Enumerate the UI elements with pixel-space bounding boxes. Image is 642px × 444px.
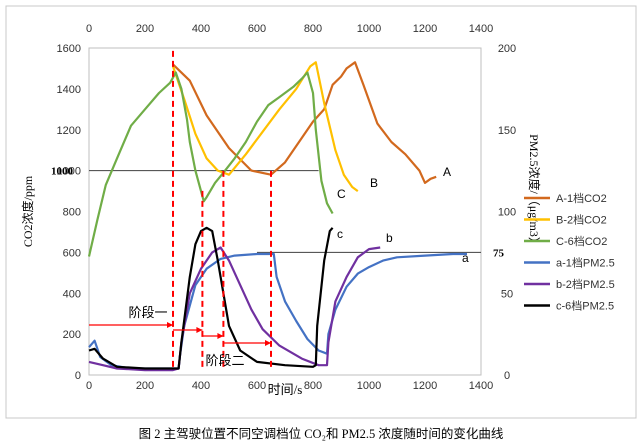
legend-label: B-2档CO2 [556, 213, 607, 227]
x-tick-label: 600 [248, 380, 266, 392]
phase-label-stage1: 阶段一 [128, 305, 167, 320]
y-right-tick-label: 200 [498, 43, 516, 55]
plot-area-border [88, 47, 482, 376]
series-line [88, 246, 381, 372]
x-tick-label: 1000 [357, 380, 381, 392]
series-line [172, 61, 437, 184]
figure-caption: 图 2 主驾驶位置不同空调档位 CO₂和 PM2.5 浓度随时间的变化曲线 [139, 426, 504, 441]
series-end-label: a [462, 251, 469, 265]
reference-lines-layer: 1000 75 [51, 166, 505, 260]
y-left-tick-label: 1600 [57, 43, 81, 55]
x-tick-label: 400 [192, 380, 210, 392]
x-top-tick-label: 600 [248, 23, 266, 35]
x-tick-label: 1400 [469, 380, 493, 392]
reference-label-co2: 1000 [51, 166, 74, 178]
x-tick-label: 800 [304, 380, 322, 392]
x-tick-label: 200 [136, 380, 154, 392]
reference-label-pm25: 75 [493, 247, 505, 259]
phase-arrowhead [167, 322, 173, 328]
y-right-tick-label: 0 [504, 370, 510, 382]
legend: A-1档CO2 B-2档CO2 C-6档CO2 a-1档PM2.5 b-2档PM2.5 c… [524, 191, 615, 313]
y-left-tick-label: 600 [63, 247, 81, 259]
y-left-tick-label: 800 [63, 207, 81, 219]
legend-label: A-1档CO2 [556, 191, 607, 205]
series-end-label: A [443, 165, 451, 179]
x-top-tick-label: 400 [192, 23, 210, 35]
y-right-tick-label: 100 [498, 207, 516, 219]
y-left-axis-title: CO2浓度/ppm [20, 175, 35, 247]
x-tick-label: 0 [86, 380, 92, 392]
phase-arrowhead [265, 340, 271, 346]
x-top-tick-label: 800 [304, 23, 322, 35]
x-top-tick-label: 1200 [413, 23, 437, 35]
series-end-label: b [386, 231, 393, 245]
phase-arrowhead [196, 327, 203, 333]
legend-label: b-2档PM2.5 [556, 277, 615, 291]
y-left-tick-label: 400 [63, 288, 81, 300]
plot-frame [5, 5, 637, 419]
y-right-tick-label: 150 [498, 125, 516, 137]
x-top-tick-label: 1000 [357, 23, 381, 35]
y-right-axis-title: PM2.5浓度/（μg/m3） [527, 134, 542, 249]
series-end-label: C [337, 187, 346, 201]
series-layer: A B Ca b c [87, 61, 469, 372]
x-top-tick-label: 200 [136, 23, 154, 35]
series-end-label: B [370, 176, 378, 190]
legend-label: c-6档PM2.5 [556, 299, 614, 313]
x-tick-label: 1200 [413, 380, 437, 392]
series-end-label: c [337, 227, 343, 241]
y-left-tick-label: 1000 [57, 166, 81, 178]
x-top-tick-label: 0 [86, 23, 92, 35]
series-line [88, 226, 334, 370]
y-left-tick-label: 1200 [57, 125, 81, 137]
x-axis-title: 时间/s [268, 382, 303, 397]
x-top-tick-label: 1400 [469, 23, 493, 35]
y-left-tick-label: 200 [63, 329, 81, 341]
y-right-tick-label: 50 [501, 288, 513, 300]
legend-label: C-6档CO2 [556, 234, 607, 248]
legend-label: a-1档PM2.5 [556, 256, 615, 270]
series-line [171, 61, 359, 192]
phase-label-stage2: 阶段二 [205, 353, 244, 368]
y-left-tick-label: 0 [75, 370, 81, 382]
series-line [87, 71, 334, 257]
phase-arrowhead [217, 333, 224, 339]
y-left-tick-label: 1400 [57, 84, 81, 96]
